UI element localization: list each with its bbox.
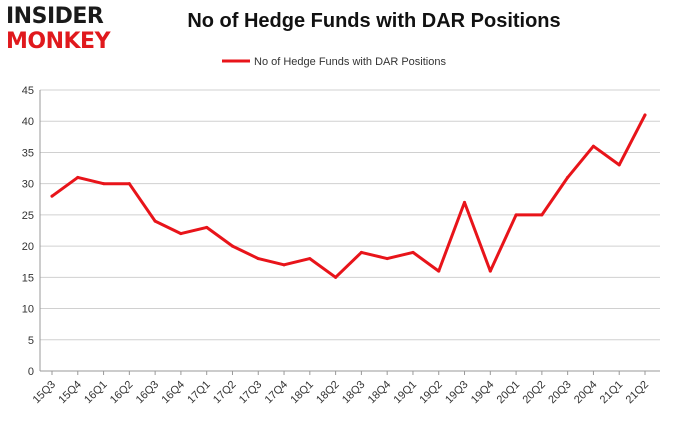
data-point <box>437 269 441 273</box>
x-tick-label: 20Q2 <box>520 379 548 407</box>
data-point <box>282 263 286 267</box>
insider-monkey-logo: INSIDER MONKEY <box>6 4 126 56</box>
x-tick-label: 18Q3 <box>340 379 368 407</box>
x-tick-label: 20Q3 <box>546 379 574 407</box>
x-tick-label: 20Q4 <box>572 379 600 407</box>
y-tick-label: 20 <box>22 241 34 253</box>
x-tick-label: 19Q4 <box>469 379 497 407</box>
legend-label: No of Hedge Funds with DAR Positions <box>254 56 446 68</box>
y-tick-label: 35 <box>22 147 34 159</box>
x-tick-label: 19Q2 <box>417 379 445 407</box>
x-tick-label: 16Q2 <box>108 379 136 407</box>
data-point <box>488 269 492 273</box>
y-tick-label: 5 <box>28 335 34 347</box>
data-point <box>179 232 183 236</box>
logo-text-insider: INSIDER <box>6 4 104 29</box>
y-tick-label: 25 <box>22 210 34 222</box>
chart-title: No of Hedge Funds with DAR Positions <box>187 10 561 32</box>
data-point <box>76 175 80 179</box>
data-point <box>566 175 570 179</box>
series-line <box>50 113 647 279</box>
data-point <box>385 257 389 261</box>
data-point <box>514 213 518 217</box>
x-tick-label: 19Q3 <box>443 379 471 407</box>
data-point <box>127 182 131 186</box>
x-tick-label: 21Q1 <box>598 379 626 407</box>
y-tick-label: 10 <box>22 304 34 316</box>
data-point <box>591 144 595 148</box>
data-point <box>102 182 106 186</box>
x-tick-label: 21Q2 <box>624 379 652 407</box>
x-tick-label: 17Q4 <box>263 379 291 407</box>
data-point <box>50 194 54 198</box>
data-point <box>205 225 209 229</box>
data-point <box>230 244 234 248</box>
y-tick-label: 15 <box>22 272 34 284</box>
data-point <box>540 213 544 217</box>
y-tick-label: 45 <box>22 85 34 97</box>
y-tick-label: 0 <box>28 366 34 378</box>
x-tick-label: 18Q4 <box>366 379 394 407</box>
y-tick-label: 40 <box>22 116 34 128</box>
logo-text-monkey: MONKEY <box>6 29 111 54</box>
x-tick-label: 17Q1 <box>185 379 213 407</box>
x-tick-label: 16Q3 <box>134 379 162 407</box>
x-tick-label: 20Q1 <box>495 379 523 407</box>
x-tick-label: 16Q4 <box>160 379 188 407</box>
data-point <box>153 219 157 223</box>
x-tick-label: 15Q4 <box>56 379 84 407</box>
data-point <box>334 275 338 279</box>
data-point <box>617 163 621 167</box>
data-point <box>463 200 467 204</box>
data-point <box>308 257 312 261</box>
x-tick-label: 15Q3 <box>31 379 59 407</box>
x-tick-label: 17Q2 <box>211 379 239 407</box>
x-tick-label: 18Q2 <box>314 379 342 407</box>
data-point <box>359 250 363 254</box>
data-point <box>643 113 647 117</box>
x-tick-label: 17Q3 <box>237 379 265 407</box>
data-point <box>256 257 260 261</box>
x-tick-label: 18Q1 <box>288 379 316 407</box>
y-tick-label: 30 <box>22 179 34 191</box>
data-point <box>411 250 415 254</box>
x-tick-label: 16Q1 <box>82 379 110 407</box>
x-tick-label: 19Q1 <box>392 379 420 407</box>
